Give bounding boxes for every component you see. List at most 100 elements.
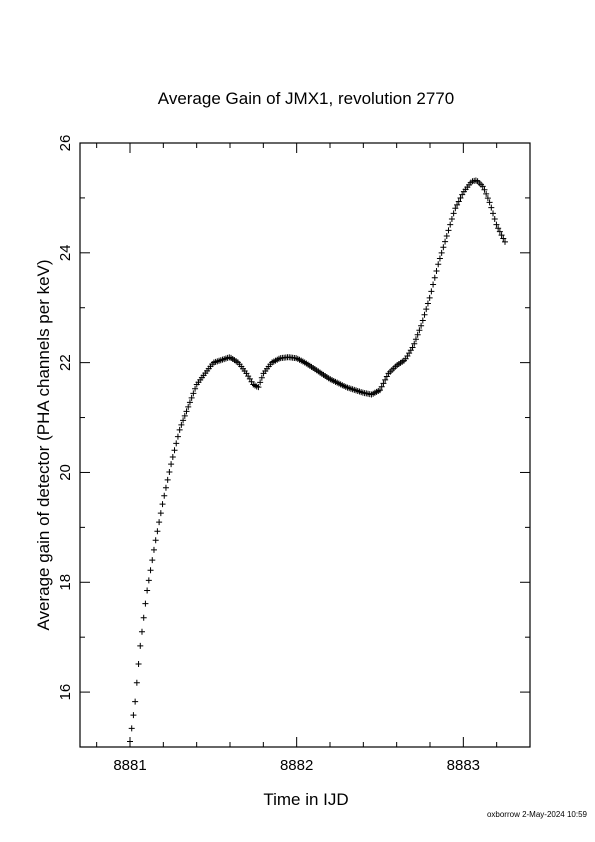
- data-point: [171, 447, 178, 454]
- data-point: [130, 712, 137, 719]
- data-point: [483, 190, 490, 197]
- data-point: [452, 205, 459, 212]
- data-point: [502, 238, 508, 245]
- x-tick-label: 8883: [447, 757, 480, 774]
- data-point: [418, 322, 425, 329]
- data-point: [491, 215, 498, 222]
- data-point: [430, 281, 437, 288]
- data-point: [186, 399, 193, 406]
- data-point: [424, 300, 431, 307]
- y-tick-label: 20: [57, 464, 74, 481]
- data-point: [486, 199, 493, 206]
- data-point: [142, 600, 149, 607]
- data-point: [174, 433, 181, 440]
- data-point: [443, 232, 450, 239]
- data-point: [377, 387, 383, 394]
- data-point: [488, 204, 495, 211]
- data-point: [138, 628, 145, 635]
- data-point: [416, 327, 423, 334]
- data-point: [149, 557, 156, 564]
- data-point: [188, 394, 195, 401]
- data-point: [258, 374, 265, 381]
- data-point: [164, 476, 171, 483]
- data-point: [159, 501, 166, 508]
- data-point: [147, 567, 154, 574]
- data-point: [383, 373, 390, 380]
- data-point: [181, 412, 188, 419]
- data-point: [412, 336, 419, 343]
- data-point: [421, 311, 428, 318]
- chart-title: Average Gain of JMX1, revolution 2770: [158, 89, 454, 108]
- data-point: [257, 379, 264, 386]
- data-point: [144, 587, 151, 594]
- data-point: [411, 340, 418, 347]
- data-point: [490, 210, 497, 217]
- data-point: [128, 725, 135, 732]
- data-point: [169, 453, 176, 460]
- y-tick-label: 26: [57, 135, 74, 152]
- data-point: [435, 261, 442, 268]
- data-point: [423, 306, 430, 313]
- data-point: [419, 317, 426, 324]
- data-point: [450, 210, 457, 217]
- data-point: [438, 249, 445, 256]
- plot-frame: [79, 142, 531, 748]
- data-point: [382, 376, 389, 383]
- y-tick-label: 24: [57, 244, 74, 261]
- data-point: [409, 344, 416, 351]
- data-point: [445, 227, 452, 234]
- data-point: [378, 383, 385, 390]
- data-point: [152, 537, 159, 544]
- data-point: [426, 294, 433, 301]
- data-point: [135, 660, 142, 667]
- data-point: [495, 225, 502, 232]
- axis-ticks: [80, 142, 531, 748]
- data-point: [156, 519, 163, 526]
- data-point: [168, 461, 175, 468]
- data-point: [145, 577, 152, 584]
- data-point: [183, 408, 190, 415]
- data-point: [442, 238, 449, 245]
- data-point: [192, 385, 199, 392]
- data-point: [433, 268, 440, 275]
- data-point: [137, 642, 144, 649]
- data-points: [127, 177, 508, 745]
- x-tick-label: 8881: [113, 757, 146, 774]
- data-point: [479, 183, 486, 190]
- data-point: [500, 235, 507, 242]
- data-point: [154, 528, 161, 535]
- data-point: [255, 384, 262, 391]
- data-point: [150, 546, 157, 553]
- data-point: [162, 484, 169, 491]
- data-point: [484, 195, 491, 202]
- y-axis-label: Average gain of detector (PHA channels p…: [34, 259, 53, 630]
- data-point: [161, 492, 168, 499]
- data-point: [180, 417, 187, 424]
- data-point: [447, 221, 454, 228]
- data-point: [457, 195, 464, 202]
- x-axis-label: Time in IJD: [263, 790, 348, 809]
- data-point: [176, 426, 183, 433]
- data-point: [173, 440, 180, 447]
- y-tick-label: 22: [57, 354, 74, 371]
- data-point: [157, 510, 164, 517]
- data-point: [481, 186, 488, 193]
- data-point: [380, 380, 387, 387]
- y-tick-label: 18: [57, 574, 74, 591]
- x-tick-label: 8882: [280, 757, 313, 774]
- data-point: [455, 198, 462, 205]
- data-point: [166, 469, 173, 476]
- data-point: [454, 201, 461, 208]
- tick-labels: 8881 8882 8883 16 18 20 22 24 26: [57, 135, 480, 774]
- data-point: [414, 331, 421, 338]
- data-point: [428, 288, 435, 295]
- data-point: [178, 421, 185, 428]
- data-point: [459, 191, 466, 198]
- data-point: [440, 244, 447, 251]
- data-point: [133, 679, 140, 686]
- data-point: [190, 390, 197, 397]
- data-point: [127, 738, 133, 745]
- data-point: [448, 216, 455, 223]
- data-point: [436, 255, 443, 262]
